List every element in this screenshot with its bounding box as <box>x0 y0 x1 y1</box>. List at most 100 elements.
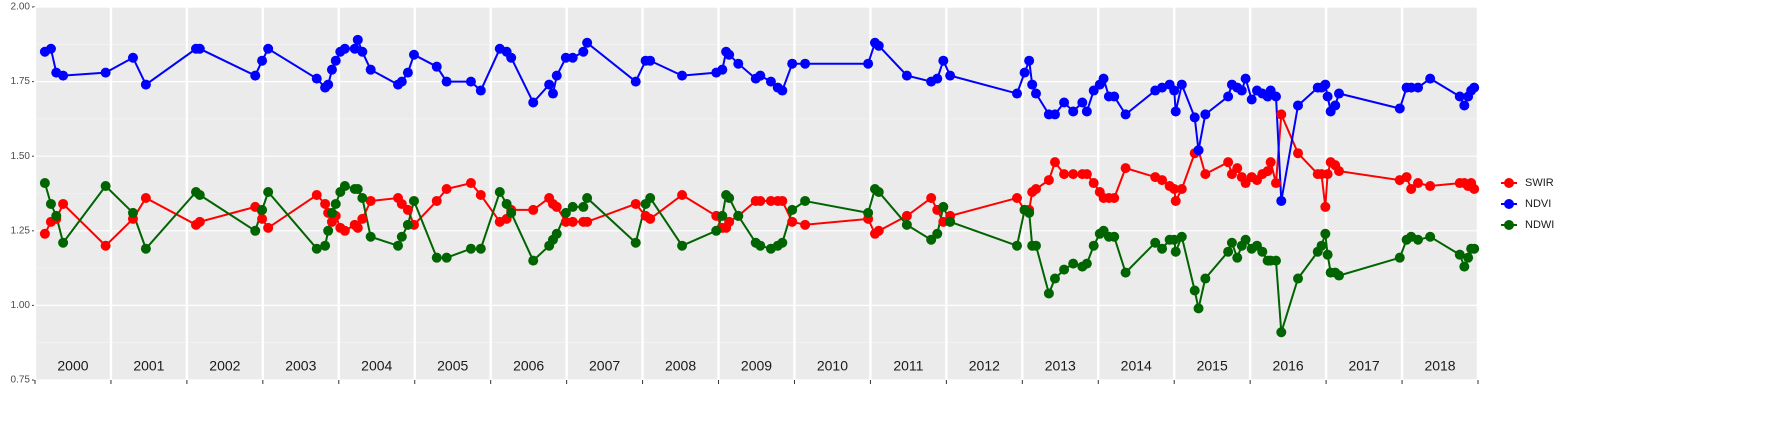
data-point <box>326 207 337 218</box>
data-point <box>717 210 728 221</box>
data-point <box>1265 157 1276 168</box>
data-point <box>932 73 943 84</box>
data-point <box>551 228 562 239</box>
data-point <box>326 64 337 75</box>
year-label: 2017 <box>1349 358 1380 374</box>
data-point <box>365 195 376 206</box>
legend-label: NDWI <box>1525 219 1554 231</box>
data-point <box>475 189 486 200</box>
data-point <box>45 198 56 209</box>
data-point <box>506 207 517 218</box>
data-point <box>263 222 274 233</box>
data-point <box>1169 85 1180 96</box>
data-point <box>431 195 442 206</box>
data-point <box>1068 258 1079 269</box>
data-point <box>1081 258 1092 269</box>
data-point <box>320 240 331 251</box>
data-point <box>1068 169 1079 180</box>
data-point <box>330 55 341 66</box>
data-point <box>1413 178 1424 189</box>
data-point <box>787 216 798 227</box>
data-point <box>1316 240 1327 251</box>
data-point <box>1169 184 1180 195</box>
data-point <box>1120 109 1131 120</box>
data-point <box>339 181 350 192</box>
data-point <box>39 228 50 239</box>
data-point <box>1077 97 1088 108</box>
data-point <box>127 207 138 218</box>
data-point <box>311 189 322 200</box>
data-point <box>1413 234 1424 245</box>
data-point <box>396 231 407 242</box>
data-point <box>1322 169 1333 180</box>
data-point <box>567 216 578 227</box>
data-point <box>1469 184 1480 195</box>
data-point <box>800 58 811 69</box>
data-point <box>1276 195 1287 206</box>
data-point <box>560 207 571 218</box>
data-point <box>567 52 578 63</box>
data-point <box>1170 106 1181 117</box>
data-point <box>1394 252 1405 263</box>
data-point <box>1322 91 1333 102</box>
data-point <box>901 210 912 221</box>
data-point <box>257 213 268 224</box>
data-point <box>582 37 593 48</box>
year-label: 2000 <box>57 358 88 374</box>
data-point <box>1270 91 1281 102</box>
data-point <box>1463 252 1474 263</box>
data-point <box>330 198 341 209</box>
data-point <box>441 184 452 195</box>
data-point <box>901 70 912 81</box>
data-point <box>465 178 476 189</box>
data-point <box>1406 82 1417 93</box>
data-point <box>873 40 884 51</box>
data-point <box>475 85 486 96</box>
data-point <box>339 43 350 54</box>
data-point <box>320 198 331 209</box>
data-point <box>1223 157 1234 168</box>
data-point <box>717 64 728 75</box>
data-point <box>1081 169 1092 180</box>
data-point <box>724 49 735 60</box>
year-label: 2014 <box>1121 358 1152 374</box>
y-tick-label: 1.75 <box>11 76 31 87</box>
data-point <box>733 58 744 69</box>
data-point <box>1193 303 1204 314</box>
data-point <box>1425 231 1436 242</box>
y-tick-label: 2.00 <box>11 2 31 13</box>
data-point <box>765 76 776 87</box>
data-point <box>560 216 571 227</box>
data-point <box>1189 285 1200 296</box>
data-point <box>1320 228 1331 239</box>
data-point <box>352 222 363 233</box>
data-point <box>1223 91 1234 102</box>
data-point <box>677 189 688 200</box>
year-label: 2013 <box>1045 358 1076 374</box>
data-point <box>1088 240 1099 251</box>
data-point <box>547 88 558 99</box>
data-point <box>567 201 578 212</box>
data-point <box>1024 207 1035 218</box>
year-label: 2006 <box>513 358 544 374</box>
data-point <box>1223 246 1234 257</box>
data-point <box>645 55 656 66</box>
y-tick-label: 1.50 <box>11 151 31 162</box>
y-tick-label: 1.00 <box>11 300 31 311</box>
data-point <box>431 252 442 263</box>
data-point <box>1043 288 1054 299</box>
data-point <box>926 192 937 203</box>
data-point <box>1293 100 1304 111</box>
y-tick-label: 0.75 <box>11 375 31 386</box>
data-point <box>551 201 562 212</box>
year-label: 2004 <box>361 358 392 374</box>
data-point <box>938 201 949 212</box>
data-point <box>357 213 368 224</box>
data-point <box>194 189 205 200</box>
data-point <box>800 195 811 206</box>
data-point <box>1098 73 1109 84</box>
data-point <box>1024 55 1035 66</box>
data-point <box>1246 94 1257 105</box>
data-point <box>528 255 539 266</box>
